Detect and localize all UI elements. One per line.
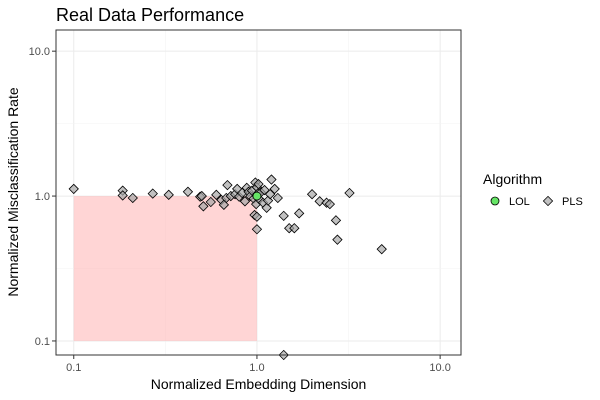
y-tick-label: 10.0 (29, 46, 50, 58)
legend-title: Algorithm (483, 171, 542, 187)
y-tick-label: 1.0 (35, 191, 50, 203)
pls-point (68, 183, 79, 195)
plot-area (55, 29, 462, 361)
legend-entries: LOL PLS (490, 195, 583, 208)
pls-point (117, 190, 128, 201)
pls-point (239, 196, 251, 207)
shaded-region (73, 196, 257, 341)
y-tick-label: 0.1 (35, 336, 50, 348)
pls-point (182, 186, 194, 197)
pls-point (324, 198, 336, 210)
pls-point (376, 244, 387, 255)
pls-point (163, 189, 174, 200)
pls-point (251, 224, 263, 235)
pls-point (289, 223, 300, 234)
y-axis-title: Normalized Misclassification Rate (5, 87, 21, 297)
legend: Algorithm LOL PLS (483, 171, 583, 208)
pls-point (127, 192, 138, 204)
x-tick-label: 0.1 (66, 362, 81, 374)
pls-point (262, 195, 274, 206)
x-axis-title: Normalized Embedding Dimension (151, 376, 367, 392)
pls-point (211, 189, 222, 200)
pls-point (272, 192, 283, 204)
legend-entry-lol: LOL (490, 196, 530, 208)
pls-point (344, 187, 355, 199)
pls-point (222, 179, 233, 191)
pls-point (269, 183, 280, 195)
legend-entry-pls: PLS (542, 195, 583, 208)
pls-point (196, 190, 207, 202)
pls-point (278, 210, 289, 222)
pls-point (198, 201, 209, 212)
legend-label: LOL (509, 196, 530, 208)
pls-point (205, 196, 216, 208)
pls-point (147, 188, 158, 199)
pls-point (251, 211, 263, 222)
legend-key-pls (542, 195, 554, 207)
y-axis-ticks: 0.1 1.0 10.0 (29, 46, 56, 348)
pls-point (332, 234, 343, 245)
pls-point (306, 189, 318, 200)
legend-key-lol (490, 196, 500, 206)
pls-point (261, 202, 272, 213)
pls-point (293, 208, 305, 219)
legend-label: PLS (562, 196, 583, 208)
x-axis-ticks: 0.1 1.0 10.0 (66, 355, 451, 374)
pls-point (314, 196, 325, 207)
plot-border (55, 29, 462, 356)
pls-point (330, 215, 342, 226)
x-tick-label: 10.0 (429, 362, 450, 374)
data-points (68, 174, 387, 361)
chart-title: Real Data Performance (56, 5, 244, 25)
pls-point (264, 189, 276, 200)
pls-point (253, 178, 264, 190)
lol-point (252, 191, 262, 201)
pls-point (266, 174, 277, 185)
x-tick-label: 1.0 (249, 362, 264, 374)
